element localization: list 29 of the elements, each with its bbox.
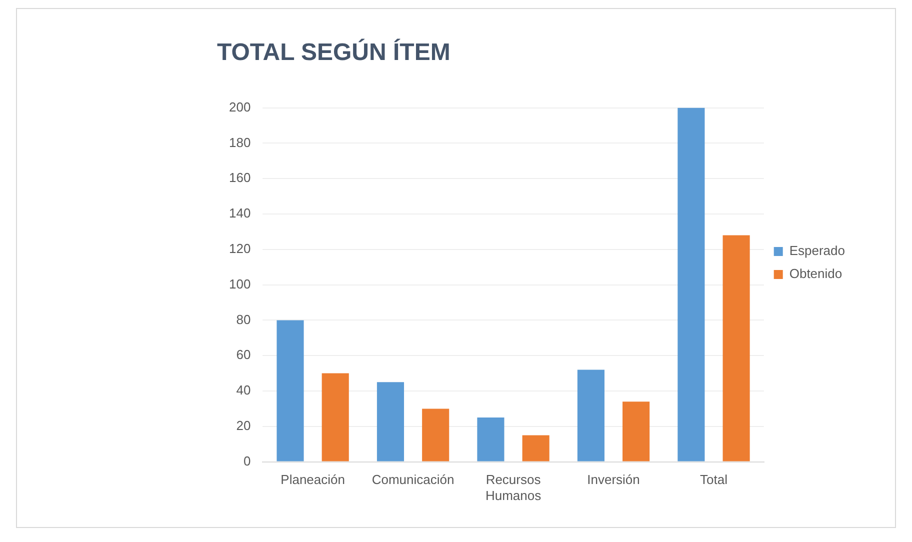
- y-tick-label: 200: [228, 99, 251, 114]
- bar: [276, 320, 304, 462]
- y-tick-label: 0: [243, 453, 251, 468]
- bar: [376, 382, 404, 462]
- x-tick-label: Total: [700, 472, 728, 488]
- bar: [322, 373, 349, 462]
- y-tick-label: 80: [236, 312, 251, 327]
- x-tick-label: Planeación: [280, 472, 345, 488]
- x-tick-label: Comunicación: [372, 472, 454, 488]
- bar: [722, 235, 750, 462]
- y-tick-label: 40: [236, 382, 251, 398]
- chart-title: TOTAL SEGÚN ÍTEM: [217, 38, 450, 66]
- y-tick-label: 180: [228, 134, 251, 150]
- bar: [678, 108, 705, 462]
- bar: [422, 408, 450, 462]
- bar: [577, 370, 604, 462]
- bar: [622, 402, 650, 462]
- y-tick-label: 100: [228, 276, 251, 292]
- y-tick-label: 60: [236, 347, 251, 362]
- y-tick-label: 120: [228, 240, 251, 256]
- x-tick-label: Inversión: [587, 472, 640, 488]
- legend-label: Obtenido: [789, 266, 842, 282]
- y-tick-label: 160: [228, 170, 251, 186]
- legend-label: Esperado: [789, 243, 846, 258]
- bar: [477, 418, 504, 462]
- bar: [522, 435, 550, 462]
- x-tick-label: Recursos Humanos: [485, 472, 542, 503]
- y-tick-label: 20: [236, 418, 251, 433]
- y-tick-label: 140: [228, 206, 251, 221]
